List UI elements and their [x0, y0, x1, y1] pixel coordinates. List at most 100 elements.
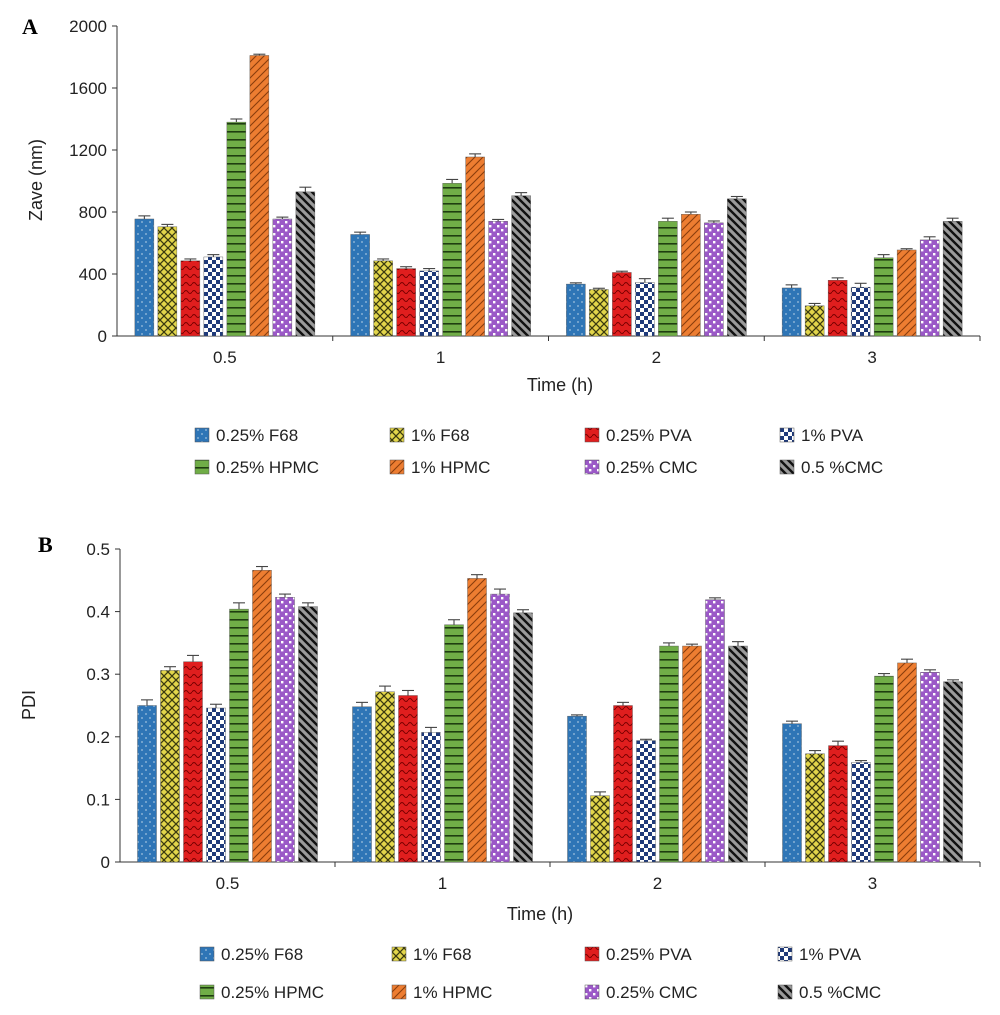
error-bar [276, 216, 289, 219]
error-bar [617, 701, 629, 706]
y-tick-label: 1200 [69, 141, 107, 160]
bar-0-25pct-f68-t1 [350, 234, 370, 337]
error-bar [423, 268, 436, 271]
bar-1pct-pva-t2 [635, 282, 655, 337]
legend-swatch [199, 984, 215, 1000]
legend-swatch [779, 427, 795, 443]
panel-b: B PDI Time (h) 0 0.1 0.2 0.3 0.4 0.5 0.5 1 2 3 0.… [19, 532, 981, 1002]
error-bar [402, 689, 414, 696]
error-bar [684, 211, 697, 215]
y-tick-label: 2000 [69, 17, 107, 36]
legend-item-0-25pct-f68: 0.25% F68 [194, 426, 298, 445]
bar-1pct-f68-t0-5 [157, 226, 178, 337]
x-tick-label: 2 [652, 348, 661, 367]
bar-0-25pct-f68-t2 [567, 715, 587, 863]
bar-1pct-hpmc-t3 [897, 662, 917, 863]
error-bar [832, 740, 844, 746]
legend-item-1pct-pva: 1% PVA [779, 426, 864, 445]
error-bar [594, 791, 606, 796]
legend-label: 0.25% F68 [216, 426, 298, 445]
y-tick-label: 1600 [69, 79, 107, 98]
error-bar [854, 282, 867, 288]
plot-area-a: 0 400 800 1200 1600 2000 0.5 1 2 3 [69, 17, 981, 367]
bar-1pct-f68-t0-5 [160, 670, 180, 863]
error-bar [638, 278, 651, 283]
y-tick-label: 0.2 [86, 728, 110, 747]
bar-0-25pct-hpmc-t2 [659, 645, 679, 863]
bar-1pct-f68-t3 [805, 753, 825, 863]
legend-item-0-25pct-f68: 0.25% F68 [199, 945, 303, 964]
error-bar [161, 223, 174, 227]
legend-label: 0.25% PVA [606, 945, 692, 964]
error-bar [138, 215, 151, 219]
bar-0-25pct-f68-t0-5 [137, 705, 157, 863]
bar-0-25pct-cmc-t2 [704, 222, 724, 337]
y-axis-title: PDI [19, 690, 39, 720]
bar-1pct-f68-t1 [375, 691, 395, 863]
legend-swatch [389, 427, 405, 443]
bar-0-5-pctcmc-t2 [728, 645, 748, 863]
bar-0-25pct-f68-t1 [352, 706, 372, 863]
bar-0-25pct-pva-t2 [613, 705, 633, 863]
error-bar [356, 701, 368, 707]
bar-0-25pct-hpmc-t0-5 [229, 608, 249, 863]
error-bar [354, 231, 367, 235]
bar-1pct-hpmc-t0-5 [252, 570, 272, 863]
x-axis-title: Time (h) [507, 904, 573, 924]
legend-label: 0.25% CMC [606, 458, 698, 477]
bar-0-25pct-pva-t3 [828, 745, 848, 863]
error-bar [230, 118, 243, 123]
error-bar [808, 302, 821, 306]
error-bar [615, 270, 628, 273]
legend-item-0-25pct-hpmc: 0.25% HPMC [194, 458, 319, 477]
legend-label: 0.25% HPMC [221, 983, 324, 1002]
error-bar [469, 153, 482, 157]
legend-item-1pct-hpmc: 1% HPMC [389, 458, 490, 477]
x-tick-label: 2 [653, 874, 662, 893]
y-tick-label: 0.4 [86, 603, 110, 622]
legend-label: 1% PVA [801, 426, 864, 445]
x-tick-label: 1 [438, 874, 447, 893]
legend-label: 1% F68 [411, 426, 470, 445]
legend-swatch [194, 459, 210, 475]
bar-0-25pct-hpmc-t2 [658, 221, 678, 337]
y-tick-label: 0.1 [86, 790, 110, 809]
error-bar [640, 738, 652, 741]
legend-label: 0.5 %CMC [799, 983, 881, 1002]
error-bar [732, 641, 744, 647]
error-bar [256, 565, 268, 571]
error-bar [571, 714, 583, 717]
error-bar [187, 654, 199, 662]
error-bar [184, 258, 197, 261]
y-tick-label: 0 [101, 853, 110, 872]
error-bar [425, 726, 437, 733]
legend-label: 0.25% F68 [221, 945, 303, 964]
bar-0-25pct-cmc-t0-5 [275, 597, 295, 863]
error-bar [786, 720, 798, 724]
legend-swatch [391, 984, 407, 1000]
error-bar [663, 642, 675, 647]
panel-letter-a: A [22, 14, 38, 39]
legend-item-0-5-pctcmc: 0.5 %CMC [779, 458, 883, 477]
error-bar [878, 673, 890, 677]
bar-0-25pct-pva-t1 [396, 268, 416, 337]
error-bar [923, 236, 936, 240]
legend-swatch [777, 984, 793, 1000]
bar-0-25pct-pva-t0-5 [180, 260, 201, 337]
y-tick-label: 0 [98, 327, 107, 346]
x-tick-label: 0.5 [216, 874, 240, 893]
bar-0-5-pctcmc-t3 [943, 681, 963, 863]
bar-1pct-pva-t3 [850, 286, 871, 337]
legend-swatch [584, 459, 600, 475]
error-bar [279, 593, 291, 598]
legend-label: 1% HPMC [411, 458, 490, 477]
legend-label: 1% PVA [799, 945, 862, 964]
bar-0-25pct-cmc-t3 [919, 239, 940, 337]
error-bar [785, 284, 798, 288]
legend-b: 0.25% F68 1% F68 0.25% PVA 1% PVA 0.25% HPMC… [199, 945, 881, 1002]
error-bar [831, 277, 844, 281]
bar-0-25pct-cmc-t1 [490, 593, 510, 863]
error-bar [141, 699, 153, 706]
legend-swatch [584, 427, 600, 443]
error-bar [661, 217, 674, 222]
